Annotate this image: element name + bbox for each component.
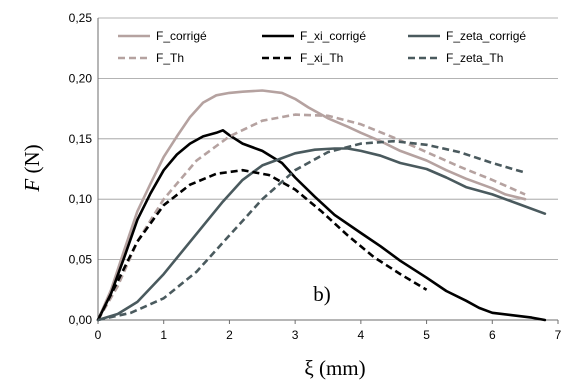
y-tick-label: 0,15 bbox=[69, 132, 93, 146]
series-lines bbox=[96, 89, 547, 322]
series-line-5 bbox=[96, 168, 428, 321]
series-line-4 bbox=[96, 113, 526, 321]
legend-label-6: F_zeta_Th bbox=[446, 51, 503, 65]
legend: F_corrigé F_xi_corrigé F_zeta_corrigé F_Th F… bbox=[118, 29, 526, 65]
x-tick-label: 0 bbox=[95, 328, 102, 342]
series-line-6 bbox=[97, 139, 526, 322]
y-tick-label: 0,10 bbox=[69, 192, 93, 206]
series-line-2 bbox=[96, 129, 547, 322]
y-tick-label: 0,05 bbox=[69, 253, 93, 267]
series-line-1 bbox=[96, 89, 527, 322]
panel-annotation: b) bbox=[313, 282, 331, 306]
x-tick-label: 1 bbox=[160, 328, 167, 342]
legend-label-1: F_corrigé bbox=[156, 29, 207, 43]
x-tick-label: 7 bbox=[555, 328, 562, 342]
legend-label-2: F_xi_corrigé bbox=[300, 29, 366, 43]
y-axis-symbol: F bbox=[20, 179, 44, 193]
x-tick-label: 3 bbox=[292, 328, 299, 342]
x-tick-label: 5 bbox=[423, 328, 430, 342]
y-tick-label: 0,00 bbox=[69, 313, 93, 327]
series-line-3 bbox=[96, 147, 547, 322]
y-axis-unit: (N) bbox=[20, 144, 44, 173]
x-tick-label: 2 bbox=[226, 328, 233, 342]
legend-label-3: F_zeta_corrigé bbox=[446, 29, 526, 43]
y-tick-label: 0,20 bbox=[69, 71, 93, 85]
legend-label-4: F_Th bbox=[156, 51, 184, 65]
x-tick-label: 4 bbox=[358, 328, 365, 342]
x-tick-label: 6 bbox=[489, 328, 496, 342]
y-axis-label: F (N) bbox=[20, 144, 44, 192]
tick-labels: 0,00 0,05 0,10 0,15 0,20 0,25 0 1 2 3 4 5 6 7 bbox=[69, 11, 562, 342]
y-tick-label: 0,25 bbox=[69, 11, 93, 25]
legend-label-5: F_xi_Th bbox=[300, 51, 343, 65]
x-axis-label: ξ (mm) bbox=[304, 356, 365, 380]
